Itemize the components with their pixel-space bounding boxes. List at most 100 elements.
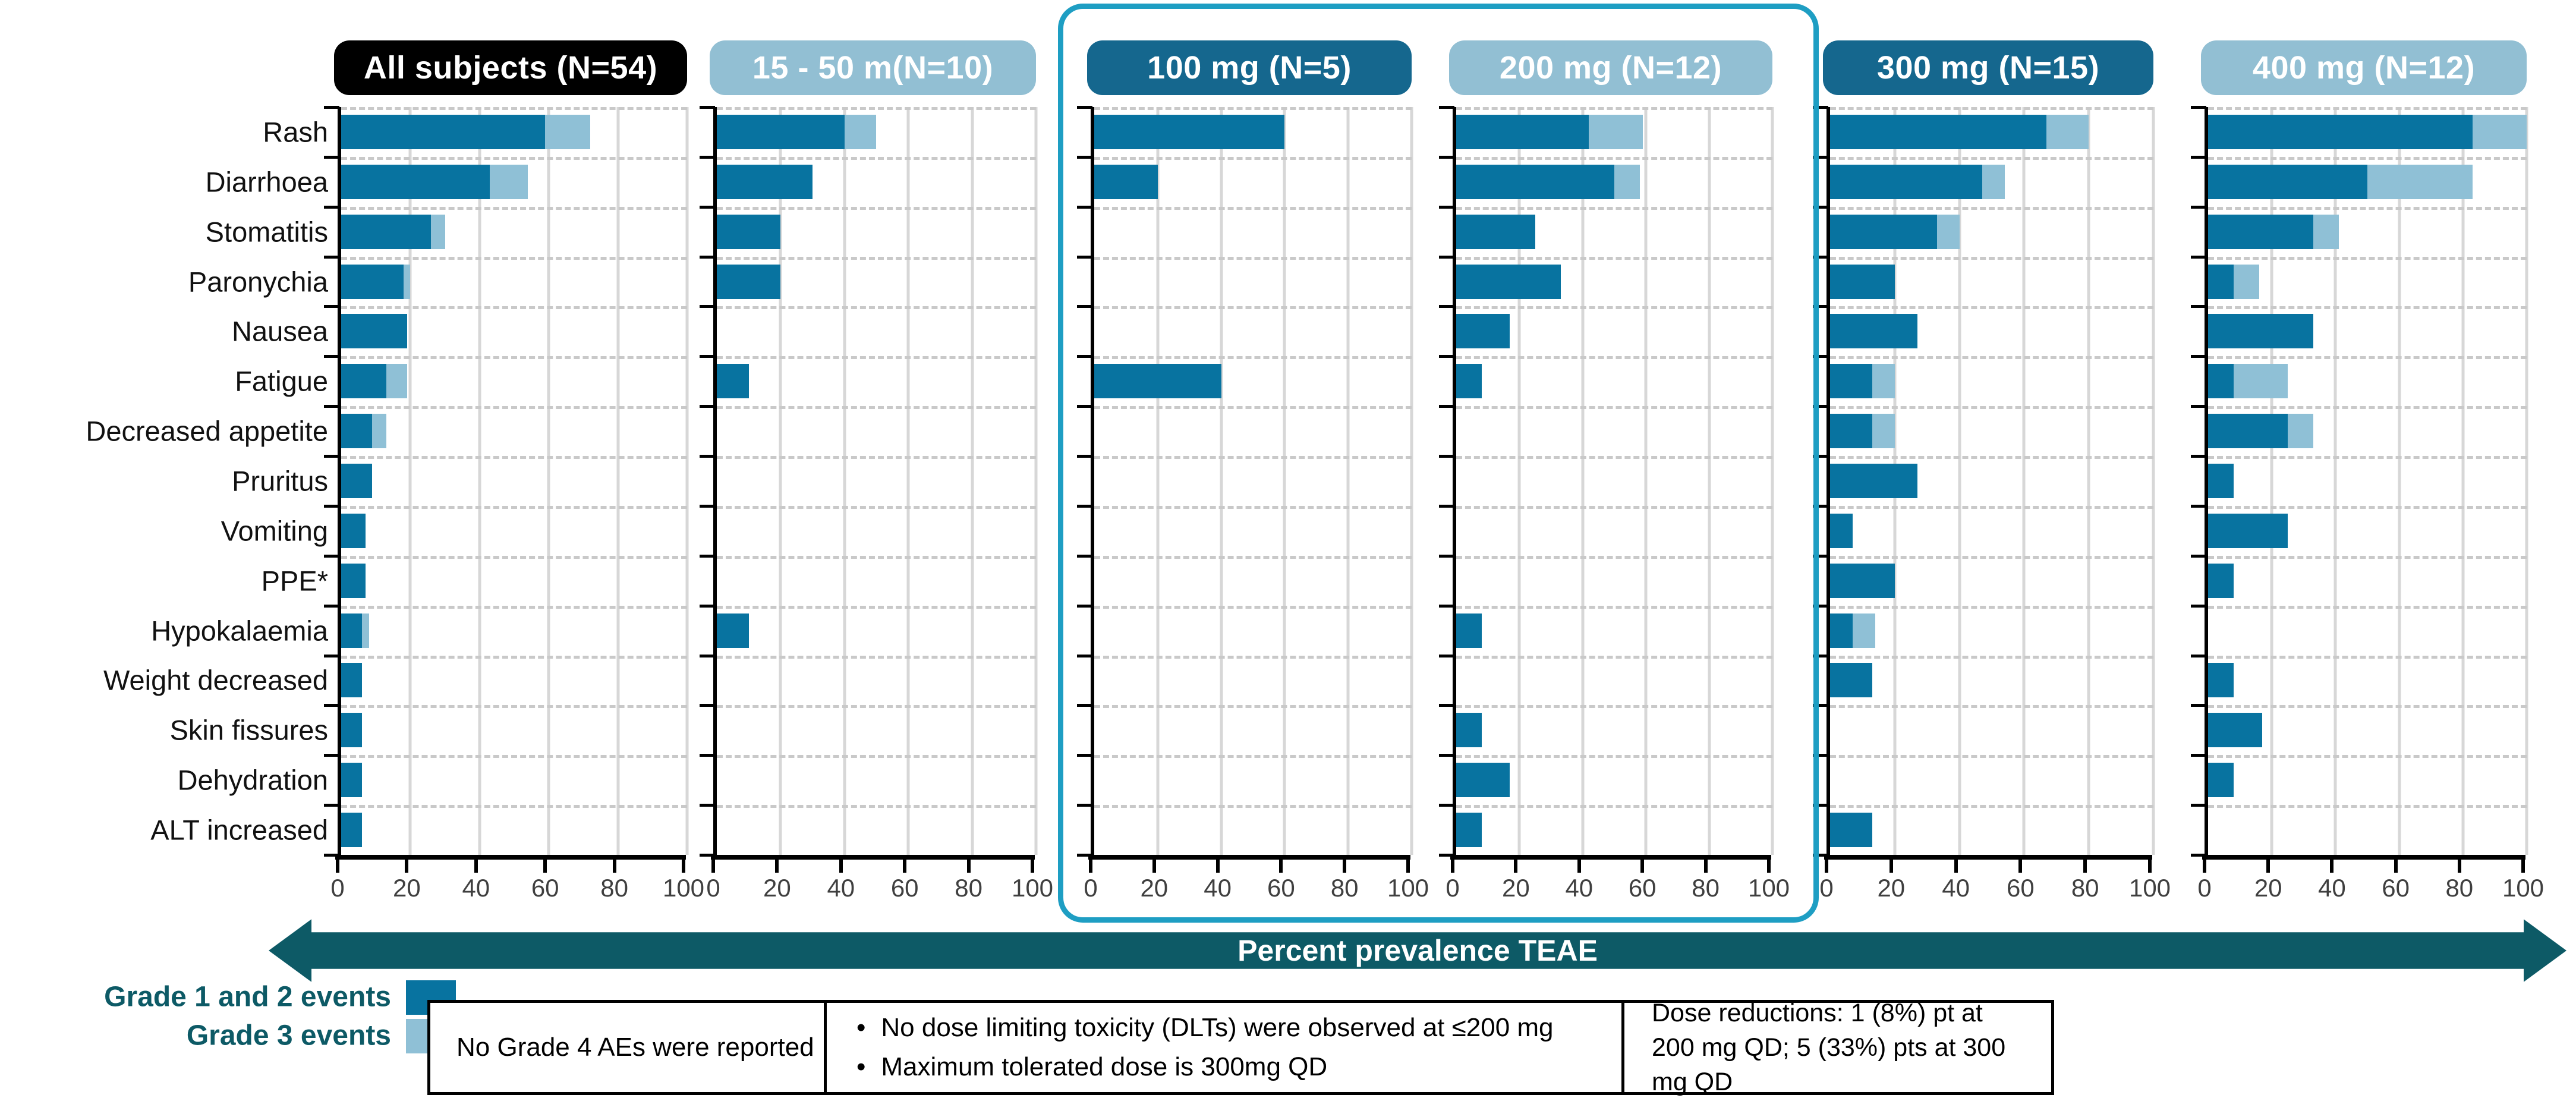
panel-plot-3 xyxy=(1077,106,1413,857)
legend-label-grade-3: Grade 3 events xyxy=(186,1020,391,1052)
gridline-v xyxy=(1771,107,1774,855)
y-axis-tick xyxy=(1077,604,1092,608)
bar-grade-1-2 xyxy=(2208,563,2234,598)
gridline-h xyxy=(341,705,687,709)
y-axis-tick xyxy=(1077,305,1092,309)
bar-grade-1-2 xyxy=(1456,364,1482,399)
panel-plot-6 xyxy=(2191,106,2528,857)
gridline-h xyxy=(1830,805,2153,808)
bar-grade-1-2 xyxy=(1456,813,1482,848)
x-tick-label: 20 xyxy=(393,874,421,902)
x-axis-tick xyxy=(1514,860,1518,873)
bar-grade-1-2 xyxy=(717,613,749,648)
footnote-dlt-bullet-2: • Maximum tolerated dose is 300mg QD xyxy=(856,1052,1621,1082)
y-axis-tick xyxy=(1077,804,1092,807)
bar-row-decreased-appetite xyxy=(1456,406,1772,456)
bar-row-nausea xyxy=(341,306,687,356)
bar-row-ppe- xyxy=(2208,556,2527,606)
bar-row-skin-fissures xyxy=(341,705,687,755)
bar-grade-1-2 xyxy=(1456,164,1614,199)
y-axis-tick xyxy=(700,255,715,259)
bar-grade-1-2 xyxy=(1456,763,1510,798)
gridline-h xyxy=(1830,156,2153,160)
gridline-h xyxy=(1456,256,1772,260)
y-axis-tick xyxy=(700,854,715,857)
bar-row-skin-fissures xyxy=(717,705,1036,755)
gridline-h xyxy=(2208,456,2527,460)
gridline-h xyxy=(717,306,1036,310)
bar-grade-1-2 xyxy=(341,164,490,199)
gridline-h xyxy=(717,206,1036,210)
x-tick-label: 20 xyxy=(1502,874,1530,902)
y-axis-tick xyxy=(2191,854,2206,857)
gridline-v xyxy=(1410,107,1413,855)
bar-grade-1-2 xyxy=(341,214,432,249)
x-tick-label: 20 xyxy=(763,874,791,902)
x-tick-label: 60 xyxy=(2007,874,2035,902)
bar-grade-3 xyxy=(2233,264,2259,299)
x-axis-tick xyxy=(1703,860,1708,873)
bar-grade-1-2 xyxy=(1094,164,1158,199)
gridline-h xyxy=(2208,655,2527,659)
gridline-h xyxy=(717,655,1036,659)
bar-row-weight-decreased xyxy=(1456,656,1772,706)
bar-row-nausea xyxy=(1830,306,2153,356)
x-axis-tick xyxy=(966,860,971,873)
gridline-h xyxy=(1456,555,1772,559)
y-axis-tick xyxy=(1813,604,1828,608)
gridline-h xyxy=(2208,755,2527,759)
bar-row-skin-fissures xyxy=(1830,705,2153,755)
bar-row-rash xyxy=(717,107,1036,157)
x-axis-tick xyxy=(2083,860,2087,873)
y-axis-tick xyxy=(324,205,339,209)
gridline-h xyxy=(1830,107,2153,110)
bar-row-paronychia xyxy=(341,257,687,307)
gridline-h xyxy=(1094,306,1412,310)
x-axis-line xyxy=(711,855,1035,860)
y-axis-tick xyxy=(324,854,339,857)
bar-row-alt-increased xyxy=(717,805,1036,855)
x-tick-label: 40 xyxy=(1204,874,1232,902)
bar-row-diarrhoea xyxy=(2208,157,2527,207)
bar-row-hypokalaemia xyxy=(1830,606,2153,656)
bar-row-dehydration xyxy=(1830,755,2153,805)
gridline-h xyxy=(1456,156,1772,160)
x-axis-tick xyxy=(1767,860,1771,873)
y-axis-tick xyxy=(700,804,715,807)
y-axis-tick xyxy=(1439,455,1454,458)
x-axis-tick xyxy=(1343,860,1347,873)
footnote-dlt-bullet-1: • No dose limiting toxicity (DLTs) were … xyxy=(856,1013,1621,1043)
y-axis-tick xyxy=(700,155,715,159)
bar-grade-1-2 xyxy=(1456,613,1482,648)
y-axis-tick xyxy=(324,804,339,807)
bar-grade-1-2 xyxy=(1830,114,2047,149)
gridline-h xyxy=(717,755,1036,759)
y-axis-tick xyxy=(1439,754,1454,757)
x-axis-tick xyxy=(612,860,616,873)
bar-grade-1-2 xyxy=(341,264,404,299)
gridline-v xyxy=(547,107,550,855)
x-axis-line xyxy=(1824,855,2152,860)
x-tick-label: 100 xyxy=(1011,874,1054,902)
gridline-h xyxy=(341,206,687,210)
bar-grade-3 xyxy=(844,114,877,149)
bar-row-diarrhoea xyxy=(1830,157,2153,207)
y-axis-tick xyxy=(2191,205,2206,209)
y-axis-tick xyxy=(1077,205,1092,209)
bar-row-vomiting xyxy=(717,506,1036,556)
y-axis-tick xyxy=(1439,405,1454,408)
bar-row-pruritus xyxy=(1094,456,1412,506)
bar-row-pruritus xyxy=(717,456,1036,506)
panel-header-6: 400 mg (N=12) xyxy=(2201,40,2527,95)
bar-grade-3 xyxy=(361,613,369,648)
bar-row-decreased-appetite xyxy=(2208,406,2527,456)
y-axis-tick xyxy=(700,355,715,358)
gridline-h xyxy=(1830,505,2153,509)
y-axis-tick xyxy=(324,305,339,309)
bar-grade-1-2 xyxy=(1830,164,1982,199)
y-axis-tick xyxy=(324,604,339,608)
gridline-h xyxy=(1830,755,2153,759)
bar-row-hypokalaemia xyxy=(717,606,1036,656)
bar-row-fatigue xyxy=(717,356,1036,406)
